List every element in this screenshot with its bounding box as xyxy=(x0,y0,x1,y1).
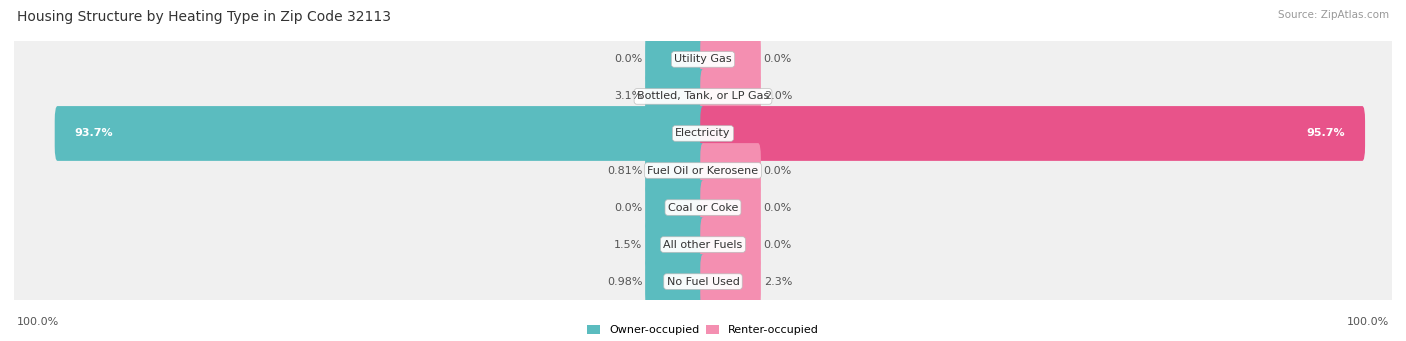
Text: 0.81%: 0.81% xyxy=(607,165,643,176)
FancyBboxPatch shape xyxy=(645,69,706,124)
Text: All other Fuels: All other Fuels xyxy=(664,239,742,250)
FancyBboxPatch shape xyxy=(700,32,761,87)
Text: 2.3%: 2.3% xyxy=(763,277,792,286)
FancyBboxPatch shape xyxy=(645,143,706,198)
FancyBboxPatch shape xyxy=(645,180,706,235)
FancyBboxPatch shape xyxy=(645,32,706,87)
Text: 1.5%: 1.5% xyxy=(614,239,643,250)
Text: Bottled, Tank, or LP Gas: Bottled, Tank, or LP Gas xyxy=(637,91,769,102)
Text: No Fuel Used: No Fuel Used xyxy=(666,277,740,286)
FancyBboxPatch shape xyxy=(55,106,706,161)
FancyBboxPatch shape xyxy=(11,124,1395,217)
FancyBboxPatch shape xyxy=(11,50,1395,143)
Text: 0.0%: 0.0% xyxy=(763,165,792,176)
FancyBboxPatch shape xyxy=(645,254,706,309)
Text: 93.7%: 93.7% xyxy=(75,129,114,138)
FancyBboxPatch shape xyxy=(645,217,706,272)
FancyBboxPatch shape xyxy=(700,106,1365,161)
FancyBboxPatch shape xyxy=(700,217,761,272)
Text: 95.7%: 95.7% xyxy=(1306,129,1346,138)
Text: Housing Structure by Heating Type in Zip Code 32113: Housing Structure by Heating Type in Zip… xyxy=(17,10,391,24)
FancyBboxPatch shape xyxy=(700,180,761,235)
Text: 100.0%: 100.0% xyxy=(17,317,59,327)
Text: 0.0%: 0.0% xyxy=(614,55,643,64)
FancyBboxPatch shape xyxy=(700,143,761,198)
FancyBboxPatch shape xyxy=(11,198,1395,291)
Text: 0.0%: 0.0% xyxy=(763,239,792,250)
Text: Coal or Coke: Coal or Coke xyxy=(668,203,738,212)
FancyBboxPatch shape xyxy=(11,161,1395,254)
Text: 0.0%: 0.0% xyxy=(763,55,792,64)
FancyBboxPatch shape xyxy=(11,13,1395,106)
FancyBboxPatch shape xyxy=(11,235,1395,328)
Text: 0.0%: 0.0% xyxy=(614,203,643,212)
FancyBboxPatch shape xyxy=(700,69,761,124)
Text: 100.0%: 100.0% xyxy=(1347,317,1389,327)
FancyBboxPatch shape xyxy=(11,87,1395,180)
Legend: Owner-occupied, Renter-occupied: Owner-occupied, Renter-occupied xyxy=(586,325,820,336)
Text: 0.98%: 0.98% xyxy=(607,277,643,286)
Text: 2.0%: 2.0% xyxy=(763,91,792,102)
FancyBboxPatch shape xyxy=(700,254,761,309)
Text: Utility Gas: Utility Gas xyxy=(675,55,731,64)
Text: 3.1%: 3.1% xyxy=(614,91,643,102)
Text: Fuel Oil or Kerosene: Fuel Oil or Kerosene xyxy=(647,165,759,176)
Text: 0.0%: 0.0% xyxy=(763,203,792,212)
Text: Electricity: Electricity xyxy=(675,129,731,138)
Text: Source: ZipAtlas.com: Source: ZipAtlas.com xyxy=(1278,10,1389,20)
